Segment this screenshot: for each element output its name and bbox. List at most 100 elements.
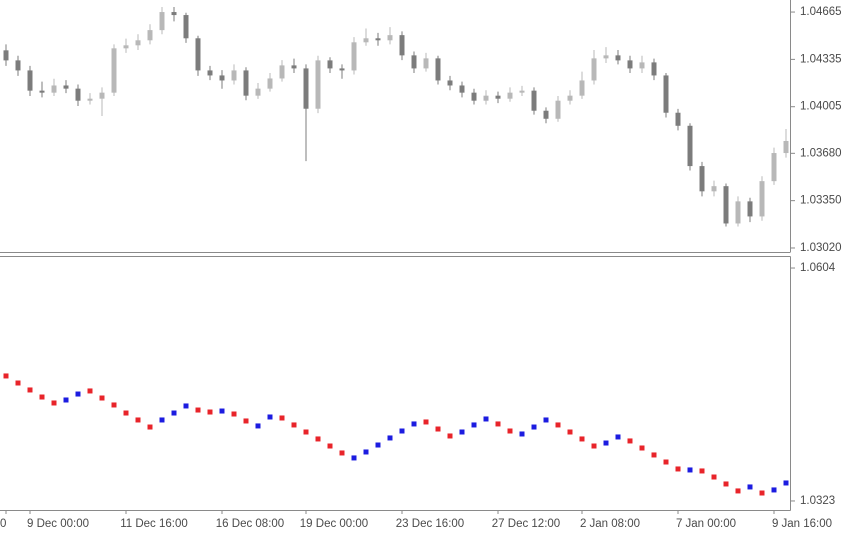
indicator-dot bbox=[231, 411, 237, 417]
candle-body bbox=[507, 92, 513, 99]
candle-body bbox=[423, 58, 429, 69]
y-tick-label: 1.03350 bbox=[800, 195, 842, 207]
candle-body bbox=[3, 50, 9, 61]
indicator-dot bbox=[183, 403, 189, 409]
indicator-dot bbox=[207, 409, 213, 415]
candle-body bbox=[483, 95, 489, 101]
indicator-dot bbox=[531, 424, 537, 430]
x-tick-label: 2 Jan 08:00 bbox=[580, 518, 640, 530]
candle-body bbox=[783, 140, 789, 154]
indicator-dot bbox=[675, 466, 681, 472]
candle-body bbox=[303, 68, 309, 109]
candle-body bbox=[675, 112, 681, 126]
candle-body bbox=[711, 186, 717, 192]
candle-body bbox=[747, 201, 753, 217]
indicator-dot bbox=[111, 402, 117, 408]
indicator-dot bbox=[447, 433, 453, 439]
candle-body bbox=[51, 85, 57, 93]
candle-body bbox=[207, 70, 213, 76]
y-tick-label: 1.0604 bbox=[800, 262, 836, 274]
candle-body bbox=[735, 201, 741, 224]
y-tick-label: 1.03680 bbox=[800, 147, 842, 159]
candle-body bbox=[555, 100, 561, 119]
indicator-dot bbox=[255, 423, 261, 429]
indicator-dot bbox=[135, 417, 141, 423]
candle-body bbox=[495, 95, 501, 99]
indicator-dot bbox=[399, 428, 405, 434]
candle-body bbox=[639, 62, 645, 69]
indicator-dot bbox=[579, 436, 585, 442]
indicator-dot bbox=[375, 442, 381, 448]
candle-body bbox=[339, 68, 345, 71]
candle-body bbox=[519, 90, 525, 93]
indicator-dot bbox=[147, 424, 153, 430]
x-tick-label: 9 Dec 00:00 bbox=[27, 518, 89, 530]
indicator-dot bbox=[567, 429, 573, 435]
indicator-dot bbox=[759, 490, 765, 496]
indicator-dot bbox=[687, 467, 693, 473]
indicator-dot bbox=[87, 388, 93, 394]
indicator-dot bbox=[471, 422, 477, 428]
indicator-dot bbox=[27, 387, 33, 393]
indicator-dot bbox=[363, 449, 369, 455]
candle-body bbox=[63, 85, 69, 89]
indicator-dot bbox=[603, 440, 609, 446]
candle-body bbox=[159, 12, 165, 31]
candle-body bbox=[147, 30, 153, 41]
indicator-dot bbox=[711, 474, 717, 480]
candle-body bbox=[75, 88, 81, 101]
indicator-dot bbox=[507, 428, 513, 434]
candle-body bbox=[39, 90, 45, 93]
candle-body bbox=[543, 110, 549, 119]
indicator-dot bbox=[195, 407, 201, 413]
candle-body bbox=[435, 58, 441, 81]
candle-body bbox=[399, 35, 405, 56]
y-tick-label: 1.04665 bbox=[800, 6, 842, 18]
candle-body bbox=[171, 12, 177, 16]
candle-body bbox=[699, 166, 705, 192]
candle-body bbox=[291, 65, 297, 69]
candle-body bbox=[663, 75, 669, 113]
indicator-dot bbox=[3, 373, 9, 379]
indicator-dot bbox=[483, 416, 489, 422]
candle-body bbox=[327, 60, 333, 69]
candle-body bbox=[579, 80, 585, 96]
indicator-dot bbox=[159, 417, 165, 423]
candle-body bbox=[27, 70, 33, 91]
candle-body bbox=[759, 181, 765, 217]
candle-body bbox=[651, 62, 657, 76]
indicator-dot bbox=[39, 394, 45, 400]
candle-body bbox=[279, 65, 285, 79]
indicator-dot bbox=[291, 422, 297, 428]
candle-body bbox=[471, 92, 477, 101]
candle-body bbox=[123, 45, 129, 49]
candle-body bbox=[615, 55, 621, 61]
candle-body bbox=[267, 78, 273, 89]
y-tick-label: 1.03020 bbox=[800, 242, 842, 254]
candle-body bbox=[375, 38, 381, 41]
indicator-dot bbox=[723, 481, 729, 487]
candle-body bbox=[363, 38, 369, 43]
y-tick-label: 1.0323 bbox=[800, 495, 835, 507]
indicator-dot bbox=[99, 395, 105, 401]
candle-body bbox=[111, 48, 117, 93]
indicator-dot bbox=[783, 480, 789, 486]
indicator-dot bbox=[495, 421, 501, 427]
x-tick-label: 19 Dec 00:00 bbox=[300, 518, 368, 530]
indicator-dot bbox=[735, 488, 741, 494]
indicator-dot bbox=[123, 410, 129, 416]
candle-body bbox=[687, 125, 693, 167]
indicator-dot bbox=[327, 443, 333, 449]
indicator-dot bbox=[303, 429, 309, 435]
candle-body bbox=[567, 95, 573, 101]
candle-body bbox=[627, 60, 633, 69]
candle-body bbox=[447, 80, 453, 86]
indicator-dot bbox=[519, 431, 525, 437]
candle-body bbox=[723, 186, 729, 224]
candle-body bbox=[183, 15, 189, 39]
indicator-dot bbox=[171, 410, 177, 416]
indicator-dot bbox=[51, 400, 57, 406]
indicator-dot bbox=[75, 391, 81, 397]
